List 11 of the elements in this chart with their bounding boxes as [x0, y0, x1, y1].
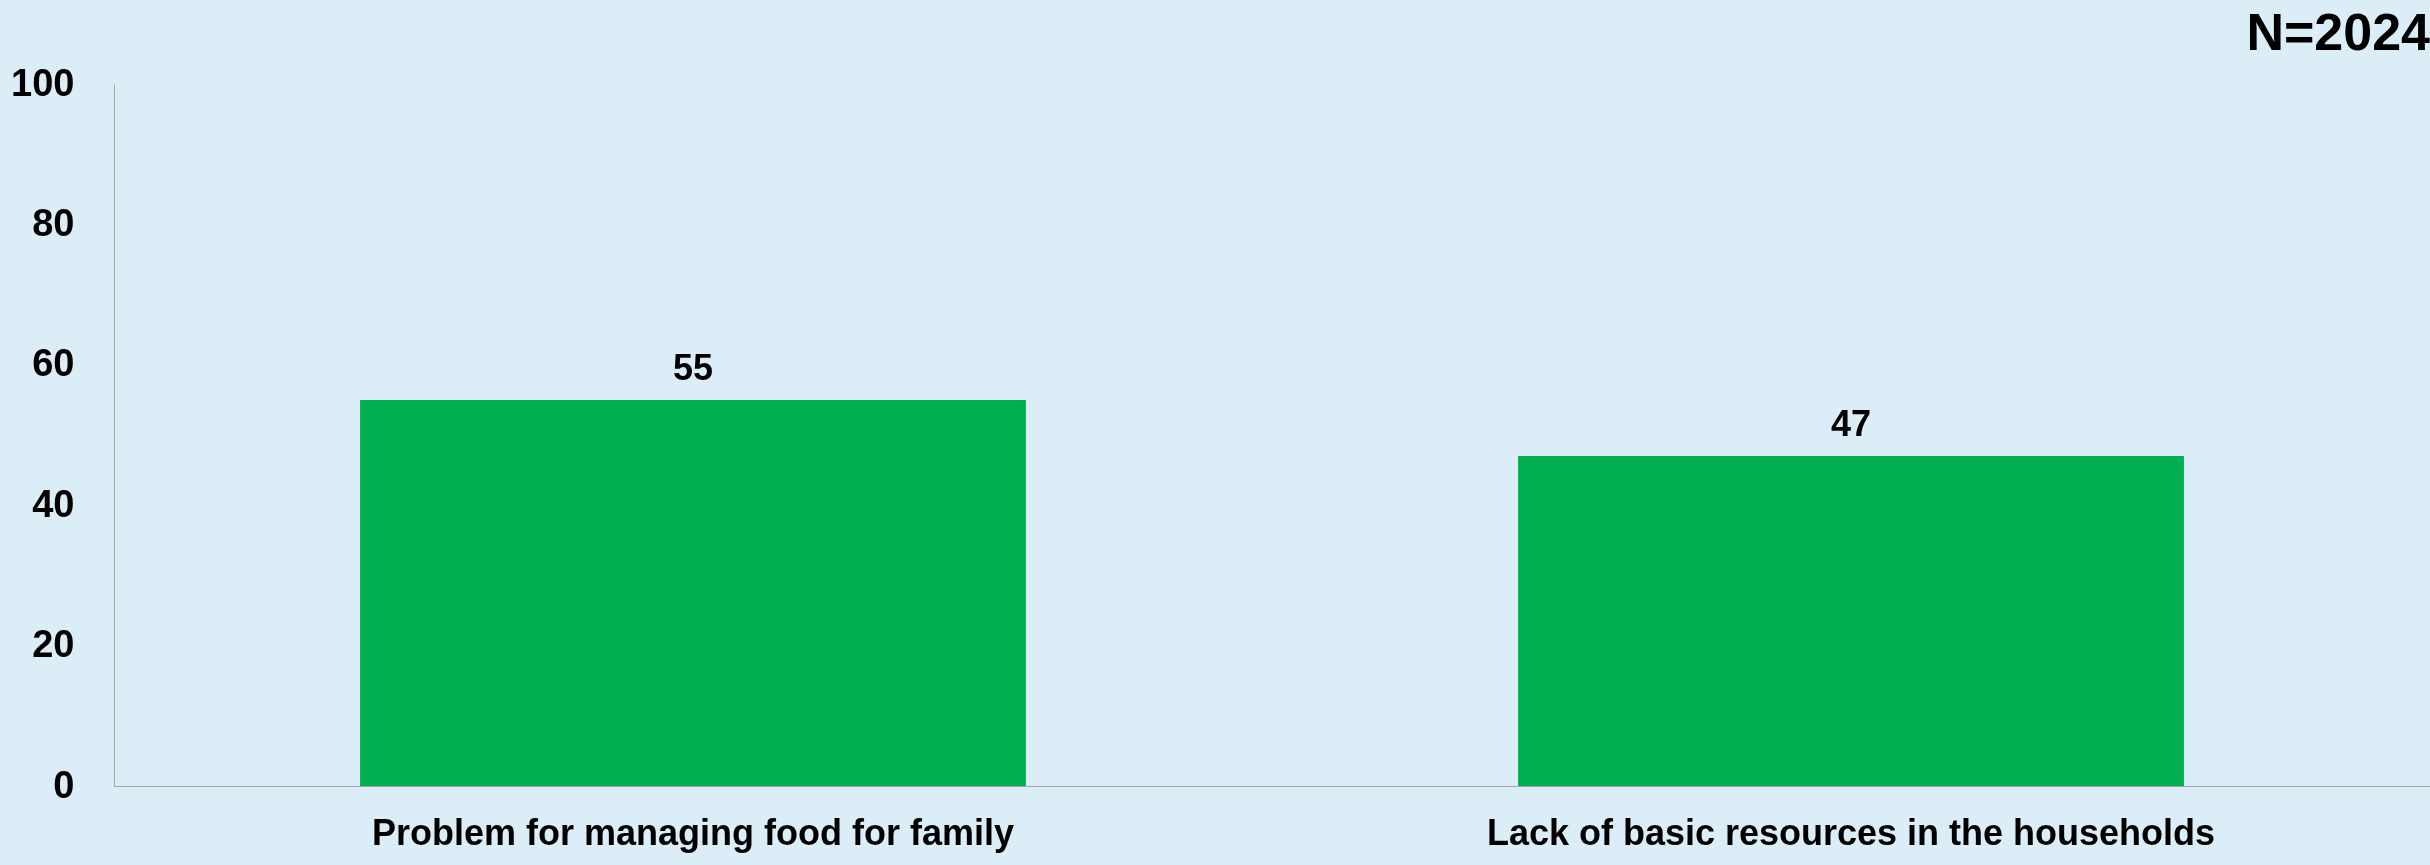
y-tick-label: 80 [32, 201, 75, 244]
y-tick-label: 100 [11, 61, 75, 104]
x-tick-label: Problem for managing food for family [371, 811, 1015, 853]
y-tick-label: 40 [32, 482, 75, 525]
y-tick-label: 20 [32, 623, 75, 666]
chart-title: N=2024 [2246, 3, 2430, 61]
y-tick-label: 60 [32, 342, 75, 385]
y-tick-label: 0 [53, 763, 75, 806]
x-tick-label: Lack of basic resources in the households [1486, 811, 2216, 853]
data-label: 55 [672, 346, 714, 388]
data-label: 47 [1830, 403, 1872, 445]
